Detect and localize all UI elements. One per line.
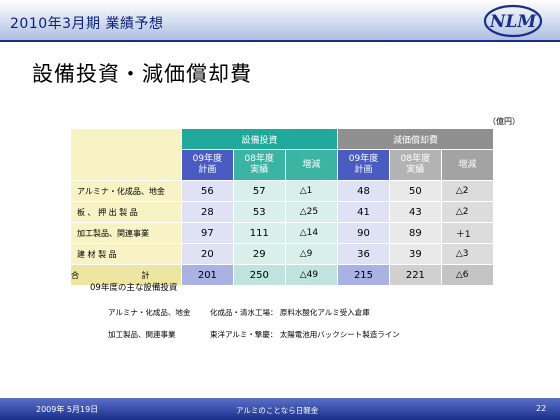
sub-header-capex-plan: 09年度 計画 <box>181 150 233 180</box>
group-header-depreciation: 減価償却費 <box>338 129 493 149</box>
capex-actual-cell: 57 <box>233 181 285 201</box>
table-body: アルミナ・化成品、地金 56 57 △1 48 50 △2 板 、 押 出 製 品 28 53 △2… <box>71 181 493 285</box>
dep-actual-cell: 221 <box>389 265 441 285</box>
header-bar: 2010年3月期 業績予想 NLM <box>0 0 560 42</box>
footer-slogan: アルミのことなら日軽金 <box>236 406 319 415</box>
dep-plan-cell: 215 <box>338 265 389 285</box>
capex-change-cell: △49 <box>285 265 338 285</box>
capex-plan-cell: 56 <box>181 181 233 201</box>
capex-actual-cell: 111 <box>233 223 285 243</box>
capex-actual-cell: 29 <box>233 244 285 264</box>
sub-header-row: 09年度 計画 08年度 実績 増減 09年度 計画 08年度 実績 増減 <box>71 150 493 180</box>
row-label: 加工製品、関連事業 <box>71 223 181 243</box>
unit-label: （億円） <box>488 117 520 126</box>
capex-actual-cell: 250 <box>233 265 285 285</box>
sub-header-dep-plan: 09年度 計画 <box>338 150 389 180</box>
table-row: アルミナ・化成品、地金 56 57 △1 48 50 △2 <box>71 181 493 201</box>
table-row: 加工製品、関連事業 97 111 △14 90 89 ＋1 <box>71 223 493 243</box>
dep-change-cell: △3 <box>441 244 493 264</box>
row-label: 板 、 押 出 製 品 <box>71 202 181 222</box>
dep-actual-cell: 43 <box>389 202 441 222</box>
capex-change-cell: △25 <box>285 202 338 222</box>
slide-title: 設備投資・減価償却費 <box>32 62 252 86</box>
table-row: 建 材 製 品 20 29 △9 36 39 △3 <box>71 244 493 264</box>
row-label: 合 計 <box>71 265 181 285</box>
nlm-logo: NLM <box>483 4 543 38</box>
header-title: 2010年3月期 業績予想 <box>10 16 164 32</box>
capex-heading: 09年度の主な設備投資 <box>90 283 178 293</box>
dep-change-cell: ＋1 <box>441 223 493 243</box>
capex-change-cell: △1 <box>285 181 338 201</box>
page-number: 22 <box>536 404 547 413</box>
sub-header-capex-actual: 08年度 実績 <box>233 150 285 180</box>
dep-change-cell: △2 <box>441 202 493 222</box>
dep-plan-cell: 36 <box>338 244 389 264</box>
capex-actual-cell: 53 <box>233 202 285 222</box>
capex-plan-cell: 97 <box>181 223 233 243</box>
dep-actual-cell: 50 <box>389 181 441 201</box>
dep-plan-cell: 90 <box>338 223 389 243</box>
row-label: アルミナ・化成品、地金 <box>71 181 181 201</box>
capex-plan-cell: 28 <box>181 202 233 222</box>
capex-plan-cell: 201 <box>181 265 233 285</box>
sub-header-dep-actual: 08年度 実績 <box>389 150 441 180</box>
sub-header-dep-change: 増減 <box>441 150 493 180</box>
group-header-capex: 設備投資 <box>181 129 338 149</box>
row-label: 建 材 製 品 <box>71 244 181 264</box>
table-row: 板 、 押 出 製 品 28 53 △25 41 43 △2 <box>71 202 493 222</box>
footer-date: 2009年 5月19日 <box>36 405 99 414</box>
capex-change-cell: △14 <box>285 223 338 243</box>
dep-plan-cell: 48 <box>338 181 389 201</box>
dep-plan-cell: 41 <box>338 202 389 222</box>
dep-actual-cell: 89 <box>389 223 441 243</box>
capex-change-cell: △9 <box>285 244 338 264</box>
dep-change-cell: △6 <box>441 265 493 285</box>
footer-bar: 2009年 5月19日 アルミのことなら日軽金 22 <box>0 398 560 420</box>
logo-text: NLM <box>489 12 537 32</box>
capex-item-segment: アルミナ・化成品、地金 <box>108 308 191 317</box>
corner-cell <box>71 129 181 180</box>
sub-header-capex-change: 増減 <box>285 150 338 180</box>
dep-change-cell: △2 <box>441 181 493 201</box>
group-header-row: 設備投資 減価償却費 <box>71 129 493 180</box>
capex-item-segment: 加工製品、関連事業 <box>108 330 176 339</box>
capex-depreciation-table: 設備投資 減価償却費 09年度 計画 08年度 実績 増減 09年度 計画 08年度実… <box>70 128 494 286</box>
table-total-row: 合 計 201 250 △49 215 221 △6 <box>71 265 493 285</box>
dep-actual-cell: 39 <box>389 244 441 264</box>
capex-item-detail: 化成品・清水工場： 原料水酸化アルミ受入倉庫 <box>210 308 370 317</box>
capex-item-detail: 東洋アルミ・撃慶： 太陽電池用バックシート製造ライン <box>210 330 400 339</box>
capex-plan-cell: 20 <box>181 244 233 264</box>
